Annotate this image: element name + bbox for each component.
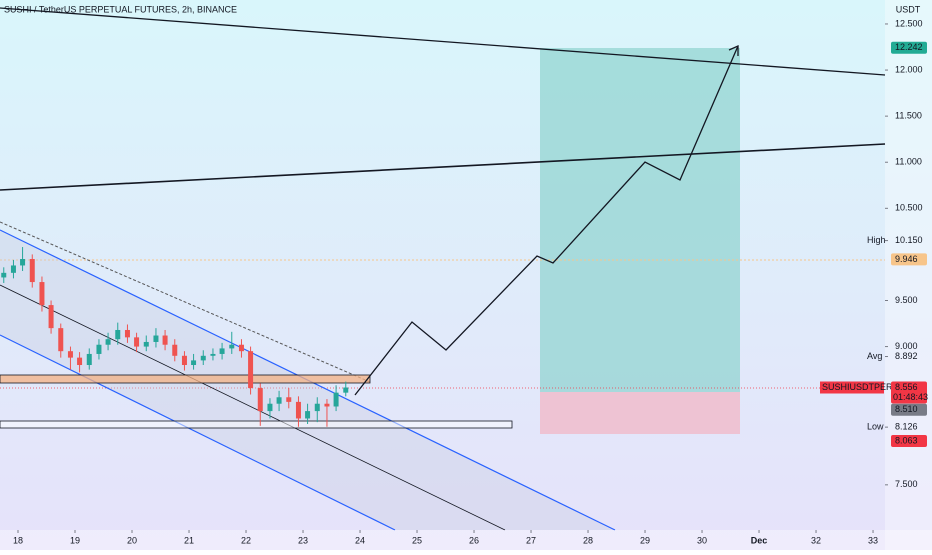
- y-tick-label: 12.000: [895, 64, 923, 74]
- tag-name: SUSHIUSDTPERP: [822, 382, 899, 392]
- x-tick-label: 33: [868, 535, 878, 545]
- candle-body: [238, 344, 244, 352]
- candle-body: [286, 397, 292, 402]
- candle-body: [181, 355, 187, 366]
- zone: [0, 374, 371, 384]
- candle-body: [324, 403, 330, 407]
- x-tick-label: 24: [355, 535, 365, 545]
- chart-title: SUSHI / TetherUS PERPETUAL FUTURES, 2h, …: [4, 4, 237, 14]
- candle-body: [58, 328, 64, 352]
- price-tag: [891, 253, 927, 266]
- candle-body: [143, 341, 149, 347]
- x-tick-label: 27: [526, 535, 536, 545]
- candle-body: [86, 353, 92, 366]
- y-tick-label: 12.500: [895, 18, 923, 28]
- y-tick-label: 7.500: [895, 479, 918, 489]
- tag-caption: High: [867, 235, 886, 245]
- x-tick-label: 32: [811, 535, 821, 545]
- candle-body: [10, 265, 16, 273]
- candle-body: [219, 348, 225, 354]
- channel-line: [0, 334, 396, 531]
- candle-body: [48, 305, 54, 329]
- x-tick-label: 26: [469, 535, 479, 545]
- price-tag-label: 8.510: [895, 404, 918, 414]
- countdown: 01:48:43: [893, 392, 928, 402]
- y-tick-label: 11.500: [895, 111, 922, 121]
- candle-body: [39, 282, 45, 306]
- candle-body: [295, 401, 301, 419]
- trend-line: [0, 143, 886, 191]
- candle-body: [267, 403, 273, 412]
- channel-mid: [0, 284, 506, 531]
- x-tick-label: 30: [697, 535, 707, 545]
- price-tag: [891, 381, 927, 404]
- plot: [1, 247, 349, 427]
- time-axis: [0, 530, 932, 550]
- projection-path: [354, 45, 739, 396]
- x-tick-label: 28: [583, 535, 593, 545]
- profit-zone: [540, 48, 740, 392]
- price-tag-label: 9.946: [895, 254, 918, 264]
- price-tag: [891, 434, 927, 447]
- candle-body: [248, 351, 254, 389]
- x-tick-label: 25: [412, 535, 422, 545]
- candle-body: [124, 329, 130, 338]
- y-tick-label: 10.500: [895, 203, 923, 213]
- candle-body: [191, 360, 197, 366]
- price-tag-label: 12.242: [895, 42, 923, 52]
- candle-body: [105, 339, 111, 345]
- y-tick-label: 9.000: [895, 341, 918, 351]
- candle-body: [343, 387, 349, 393]
- candle-body: [314, 403, 320, 412]
- tag-name-bg: [820, 381, 884, 394]
- x-tick-label: 29: [640, 535, 650, 545]
- candle-body: [210, 353, 216, 356]
- price-axis: [885, 0, 932, 550]
- x-tick-label: Dec: [751, 535, 768, 545]
- candle-body: [229, 344, 235, 349]
- price-tag-label: 8.556: [895, 382, 918, 392]
- price-tag-label: 8.063: [895, 435, 918, 445]
- candle-body: [1, 272, 7, 278]
- x-tick-label: 20: [127, 535, 137, 545]
- x-tick-label: 21: [184, 535, 194, 545]
- candle-body: [134, 337, 140, 347]
- candle-body: [153, 335, 159, 342]
- candle-body: [333, 392, 339, 407]
- price-tag: [891, 41, 927, 54]
- price-tag-label: 8.892: [895, 351, 918, 361]
- candle-body: [276, 397, 282, 404]
- candle-body: [20, 259, 26, 266]
- candle-body: [257, 388, 263, 412]
- x-tick-label: 18: [13, 535, 23, 545]
- price-tag-label: 10.150: [895, 235, 923, 245]
- candle-body: [305, 411, 311, 419]
- y-tick-label: 11.000: [895, 157, 922, 167]
- x-tick-label: 23: [298, 535, 308, 545]
- tag-caption: Avg: [867, 351, 882, 361]
- price-tag: [891, 403, 927, 416]
- loss-zone: [540, 392, 740, 434]
- candle-body: [172, 344, 178, 356]
- price-tag-label: 8.126: [895, 422, 918, 432]
- dashed-line: [0, 221, 371, 383]
- candle-body: [162, 335, 168, 345]
- x-tick-label: 19: [70, 535, 80, 545]
- y-tick-label: 9.500: [895, 295, 918, 305]
- candle-body: [67, 351, 73, 358]
- candle-body: [200, 355, 206, 361]
- unit-label: USDT: [896, 4, 921, 14]
- tag-caption: Low: [867, 422, 884, 432]
- x-tick-label: 22: [241, 535, 251, 545]
- candle-body: [115, 329, 121, 340]
- candle-body: [96, 344, 102, 354]
- candle-body: [29, 259, 35, 283]
- projection-arrow: [728, 44, 739, 56]
- trend-line: [0, 7, 886, 76]
- zone: [0, 420, 513, 429]
- candle-body: [77, 357, 83, 366]
